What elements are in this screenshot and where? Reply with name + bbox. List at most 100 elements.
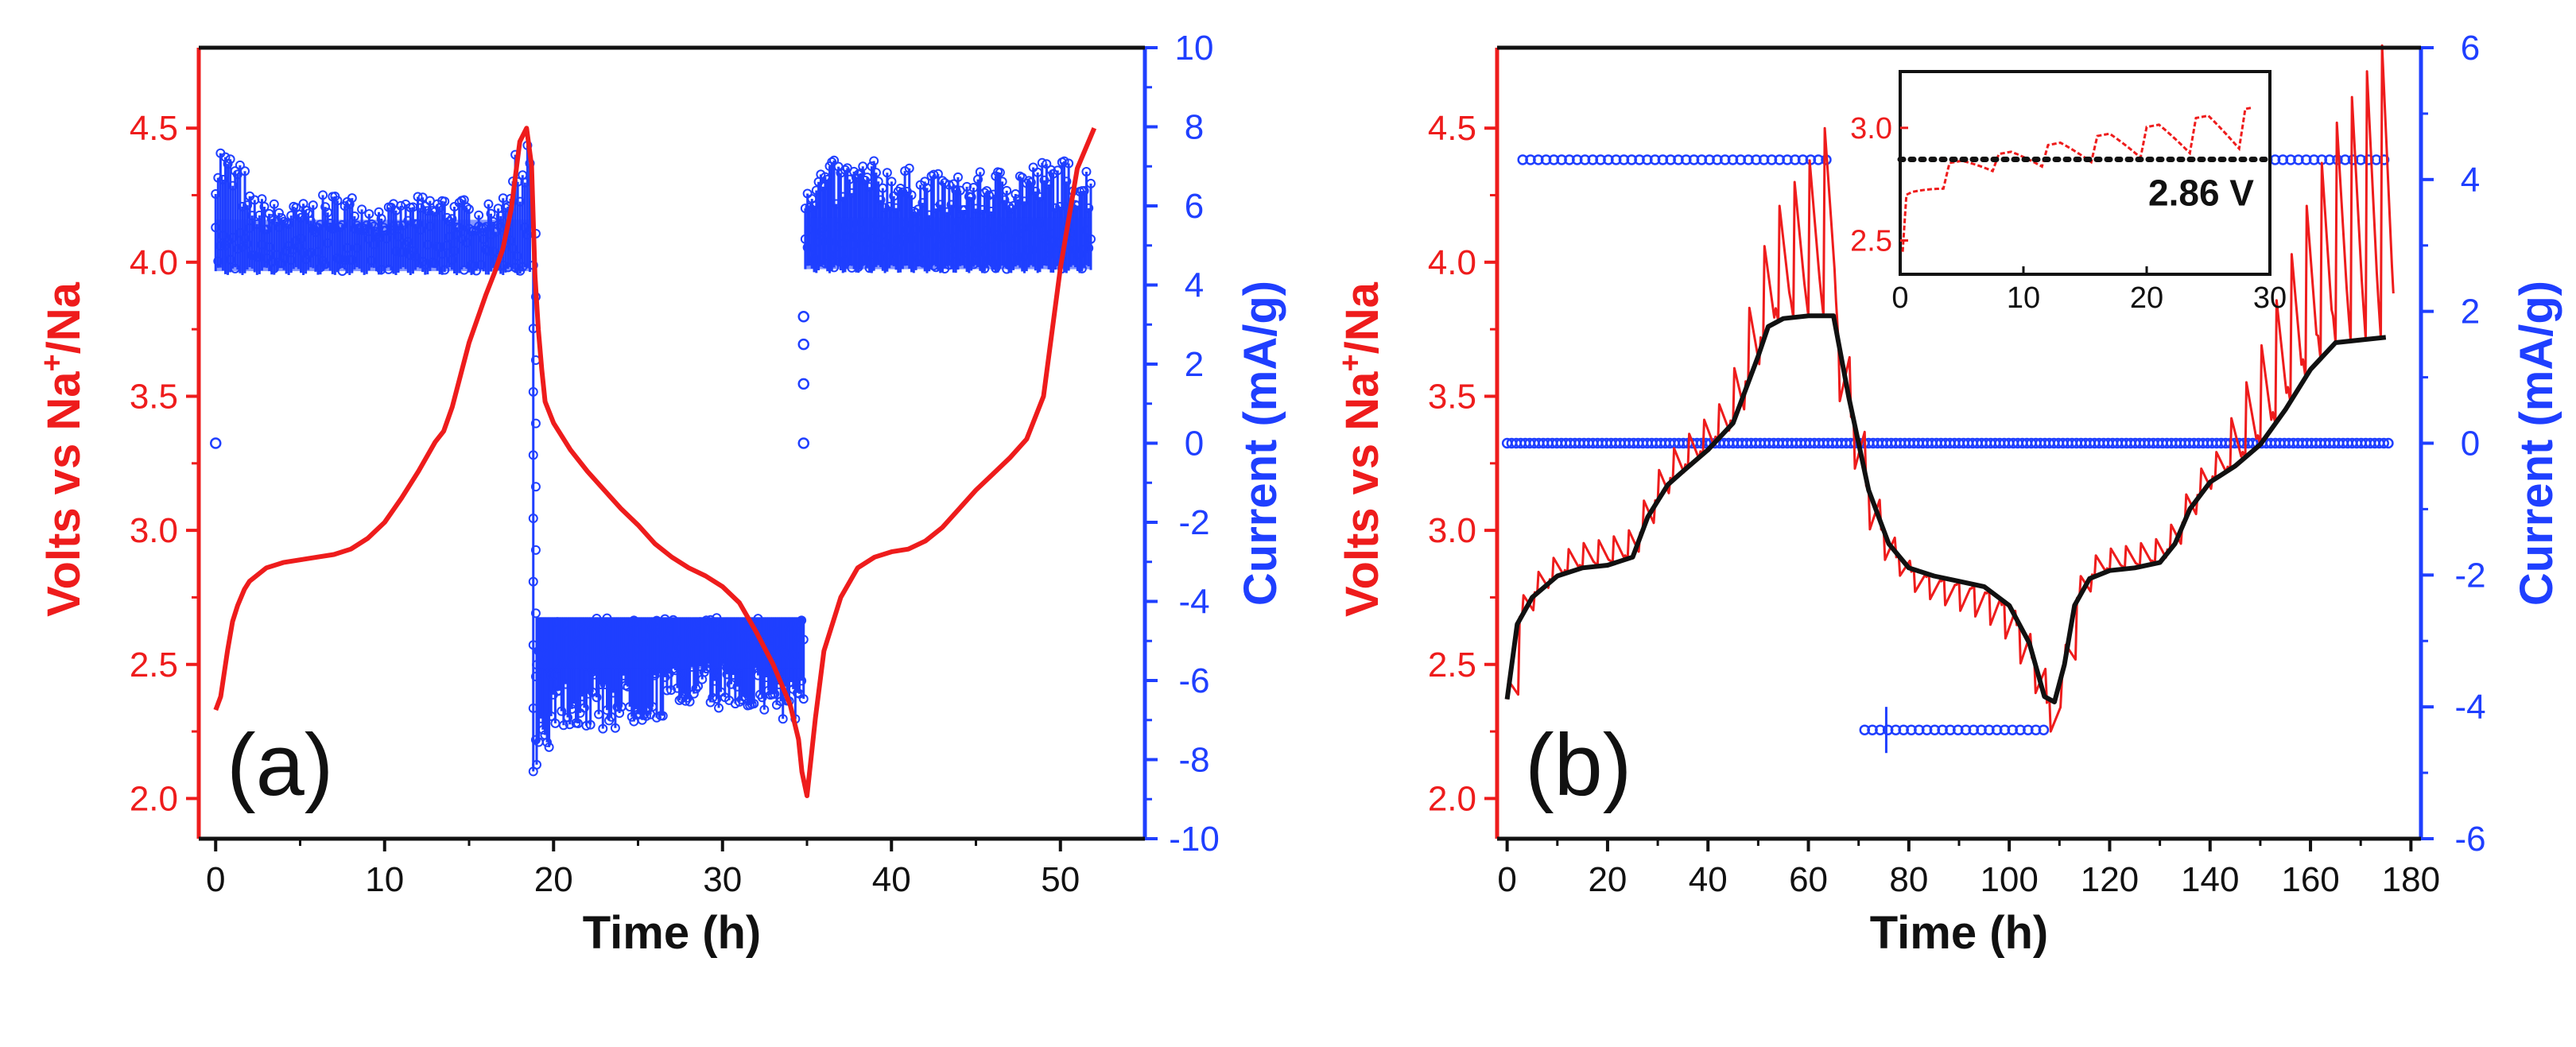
current-point [778,714,788,724]
current-point [558,720,568,731]
y-right-tick-label: 4 [2461,161,2480,200]
current-point [650,669,660,679]
current-series [800,155,1096,274]
current-point [332,196,343,206]
current-point [685,696,695,707]
current-point [873,176,883,187]
current-point [544,742,554,752]
current-point [840,165,850,175]
current-point [530,608,541,619]
x-tick-label: 0 [206,860,225,899]
current-point [461,202,471,212]
current-rest-point [797,437,809,449]
current-point [530,672,541,682]
current-point [867,161,877,172]
x-tick-label: 10 [365,860,404,899]
current-point [318,190,328,200]
current-point [1002,185,1012,196]
current-point [483,199,494,209]
current-point [661,685,672,696]
y-left-tick-label: 3.5 [130,377,178,416]
y-left-tick-label: 2.0 [1428,779,1476,818]
current-point [827,157,837,167]
current-point [223,159,233,169]
y-left-tick-label: 4.0 [1428,243,1476,282]
current-series [1859,724,2050,735]
current-point [1026,177,1036,188]
y-left-title-end: /Na [1336,281,1388,354]
current-dense-band [537,617,804,669]
current-point [875,195,886,205]
current-point [995,168,1005,178]
y-right-tick-label: 10 [1175,29,1214,68]
current-point [869,156,879,166]
x-tick-label: 160 [2281,860,2339,899]
current-point [643,703,654,713]
y-right-tick-label: -10 [1169,820,1220,859]
y-left-tick-label: 2.0 [130,779,178,818]
current-point [1081,166,1092,176]
x-tick-label: 40 [1689,860,1728,899]
current-point [598,723,608,734]
x-tick-label: 20 [534,860,573,899]
current-point [997,176,1007,187]
y-left-title-sup: + [1334,354,1368,371]
current-point [530,735,541,745]
current-point [417,192,428,203]
current-series-group [1501,154,2394,754]
current-point [528,450,538,460]
current-point [610,723,620,733]
current-point [235,160,245,170]
x-tick-label: 40 [872,860,911,899]
inset-x-tick-label: 20 [2130,281,2163,315]
current-point [829,155,840,165]
current-point [225,154,235,165]
current-point [530,545,541,555]
current-point [882,168,892,178]
x-tick-label: 180 [2382,860,2440,899]
inset-x-tick-label: 10 [2007,281,2040,315]
y-left-tick-label: 3.5 [1428,377,1476,416]
current-point [2038,724,2050,735]
y-right-tick-label: 2 [2461,293,2480,332]
current-point [259,201,270,211]
inset: 2.86 V 0 10 20 30 2.5 3.0 [1850,70,2287,315]
y-left-tick-label: 2.5 [1428,646,1476,684]
current-point [542,737,553,747]
current-point [798,694,809,704]
current-point [364,209,374,219]
y-right-tick-label: -4 [2454,688,2485,727]
y-right-tick-label: -8 [1178,741,1209,780]
current-point [308,200,318,211]
inset-frame [1899,70,2271,276]
y-right-axis-title: Current (mA/g) [1235,281,1286,606]
current-series [211,140,535,276]
y-left-title-sup: + [36,354,69,371]
current-point [906,190,917,200]
current-point [413,192,423,202]
y-left-axis-title: Volts vs Na+/Na [1334,281,1388,617]
current-point [528,386,538,397]
current-point [658,711,668,721]
current-point [573,718,584,728]
current-rest-point [797,378,809,390]
y-left-tick-label: 2.5 [130,646,178,684]
y-right-tick-label: 4 [1185,266,1204,305]
current-series [1517,154,1832,165]
current-point [858,161,868,172]
y-right-tick-label: 8 [1185,108,1204,147]
current-point [966,192,976,202]
inset-voltage-line [1901,107,2252,252]
current-rest-point [210,437,222,449]
current-point [1037,157,1047,168]
current-point [1061,176,1072,187]
current-point [635,709,646,719]
y-right-tick-label: 0 [1185,425,1204,463]
x-tick-label: 140 [2181,860,2239,899]
y-left-tick-label: 4.5 [1428,109,1476,148]
x-tick-label: 120 [2081,860,2139,899]
current-series [1501,437,2394,449]
current-point [962,181,972,192]
y-right-tick-label: -2 [1178,503,1209,542]
